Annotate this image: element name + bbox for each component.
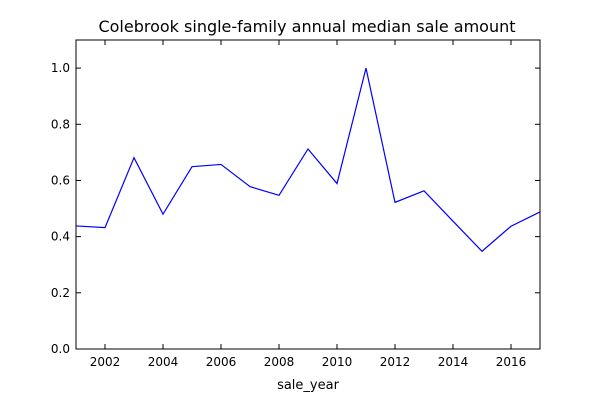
x-axis-label: sale_year	[277, 378, 340, 393]
x-tick-label: 2016	[496, 355, 527, 369]
x-tick-label: 2004	[148, 355, 179, 369]
y-tick-label: 0.6	[51, 173, 70, 187]
x-tick-label: 2002	[90, 355, 121, 369]
y-tick-label: 0.4	[51, 230, 70, 244]
x-tick-label: 2012	[380, 355, 411, 369]
x-tick-label: 2008	[264, 355, 295, 369]
x-tick-label: 2006	[206, 355, 237, 369]
chart-title: Colebrook single-family annual median sa…	[98, 17, 515, 36]
y-tick-label: 1.0	[51, 61, 70, 75]
y-tick-label: 0.8	[51, 117, 70, 131]
y-tick-label: 0.2	[51, 286, 70, 300]
series-line-0	[75, 67, 541, 253]
x-tick-label: 2014	[438, 355, 469, 369]
plot-area	[75, 67, 541, 253]
plot-frame	[75, 39, 541, 350]
y-tick-label: 0.0	[51, 342, 70, 356]
x-tick-label: 2010	[322, 355, 353, 369]
axis-ticks: 2002 2004 2006 2008 2010 2012 2014 2016 0.0 0.2 0.…	[51, 40, 540, 369]
